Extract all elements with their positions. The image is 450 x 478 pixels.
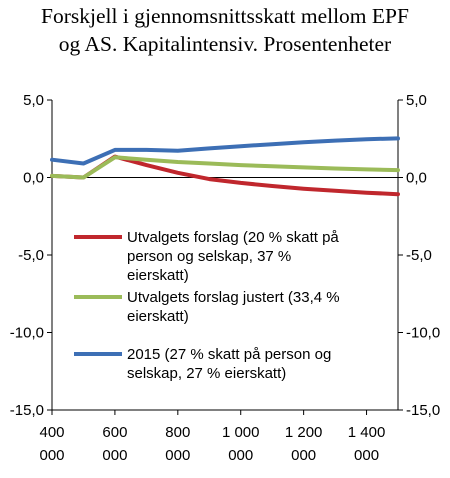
series-line-2: [50, 155, 400, 180]
x-tick-label: 000: [39, 447, 64, 464]
x-tick-label: 400: [39, 424, 64, 441]
legend-label-2: eierskatt): [127, 308, 189, 325]
y-tick-label-right: -15,0: [406, 402, 440, 419]
x-tick-label: 000: [102, 447, 127, 464]
y-tick-label-right: 0,0: [406, 170, 427, 187]
legend-label-2: Utvalgets forslag justert (33,4 %: [127, 289, 340, 306]
y-tick-label-right: -5,0: [406, 247, 432, 264]
x-tick-label: 000: [354, 447, 379, 464]
legend-label-1: Utvalgets forslag (20 % skatt på: [127, 229, 339, 246]
y-tick-label-right: -10,0: [406, 325, 440, 342]
x-tick-label: 000: [165, 447, 190, 464]
x-tick-label: 1 000: [222, 424, 260, 441]
series-line-3: [50, 136, 400, 166]
legend-label-3: selskap, 27 % eierskatt): [127, 365, 286, 382]
chart-title: Forskjell i gjennomsnittsskatt mellom EP…: [0, 2, 450, 58]
y-tick-label-left: -15,0: [10, 402, 44, 419]
x-tick-label: 600: [102, 424, 127, 441]
x-tick-label: 800: [165, 424, 190, 441]
y-tick-label-left: 0,0: [23, 170, 44, 187]
legend-label-1: person og selskap, 37 %: [127, 248, 291, 265]
x-tick-label: 000: [228, 447, 253, 464]
x-tick-label: 1 400: [348, 424, 386, 441]
chart-title-line-1: Forskjell i gjennomsnittsskatt mellom EP…: [41, 4, 409, 28]
chart-title-line-2: og AS. Kapitalintensiv. Prosentenheter: [58, 32, 392, 56]
y-tick-label-left: -10,0: [10, 325, 44, 342]
chart-legend: Utvalgets forslag (20 % skatt på person o…: [74, 229, 340, 382]
legend-label-1: eierskatt): [127, 267, 189, 284]
y-tick-label-left: 5,0: [23, 92, 44, 109]
legend-label-3: 2015 (27 % skatt på person og: [127, 346, 331, 363]
chart-axes: 5,0 5,0 0,0 0,0 -5,0 -5,0 -10,0 -10,0 -15,0 -15,0…: [10, 92, 440, 464]
y-tick-label-right: 5,0: [406, 92, 427, 109]
chart-series: [50, 136, 400, 197]
x-tick-label: 1 200: [285, 424, 323, 441]
x-tick-label: 000: [291, 447, 316, 464]
y-tick-label-left: -5,0: [18, 247, 44, 264]
